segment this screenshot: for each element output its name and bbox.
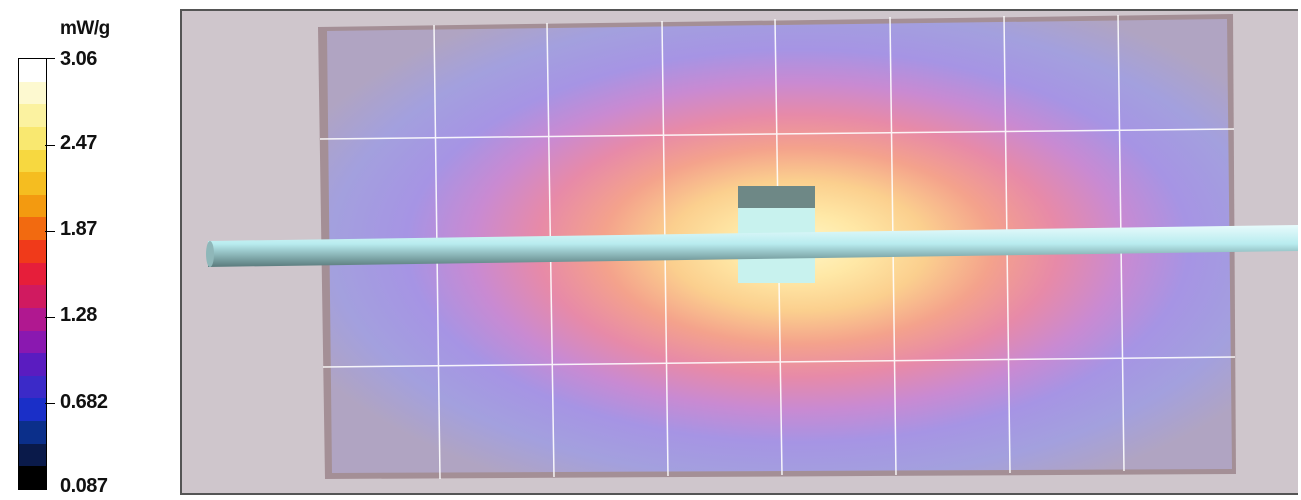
color-scale-band <box>19 443 46 467</box>
sar-visualization-view[interactable] <box>180 9 1298 495</box>
color-scale-band <box>19 126 46 150</box>
dipole-antenna <box>208 225 1298 267</box>
color-scale-band <box>19 375 46 399</box>
legend-tick-line <box>45 145 55 146</box>
color-scale-band <box>19 421 46 444</box>
legend-unit-label: mW/g <box>60 18 110 39</box>
color-scale-band <box>19 330 46 354</box>
color-scale-bar <box>18 58 47 490</box>
color-scale-band <box>19 353 46 376</box>
legend-tick-line <box>45 317 55 318</box>
legend-tick-4: 1.28 <box>60 304 97 326</box>
color-scale-band <box>19 285 46 308</box>
color-scale-band <box>19 59 46 82</box>
color-scale-band <box>19 398 46 421</box>
color-scale-band <box>19 194 46 218</box>
sar-plot-canvas <box>206 14 1298 480</box>
color-legend: mW/g 3.06 2.47 1.87 1.28 0.682 0.087 <box>0 0 180 500</box>
dipole-antenna-end <box>206 241 214 267</box>
legend-tick-line <box>45 403 55 404</box>
color-scale-band <box>19 217 46 240</box>
feed-block-top <box>738 186 815 208</box>
color-scale-band <box>19 307 46 331</box>
color-scale-band <box>19 81 46 105</box>
legend-tick-3: 1.87 <box>60 218 97 240</box>
legend-tick-max: 3.06 <box>60 48 97 70</box>
color-scale-band <box>19 104 46 127</box>
color-scale-band <box>19 149 46 173</box>
color-scale-band <box>19 466 46 489</box>
legend-tick-line <box>45 58 55 59</box>
legend-tick-line <box>45 231 55 232</box>
color-scale-band <box>19 172 46 195</box>
legend-tick-5: 0.682 <box>60 391 108 413</box>
color-scale-band <box>19 240 46 263</box>
legend-tick-min: 0.087 <box>60 475 108 497</box>
color-scale-band <box>19 262 46 286</box>
legend-tick-2: 2.47 <box>60 132 97 154</box>
